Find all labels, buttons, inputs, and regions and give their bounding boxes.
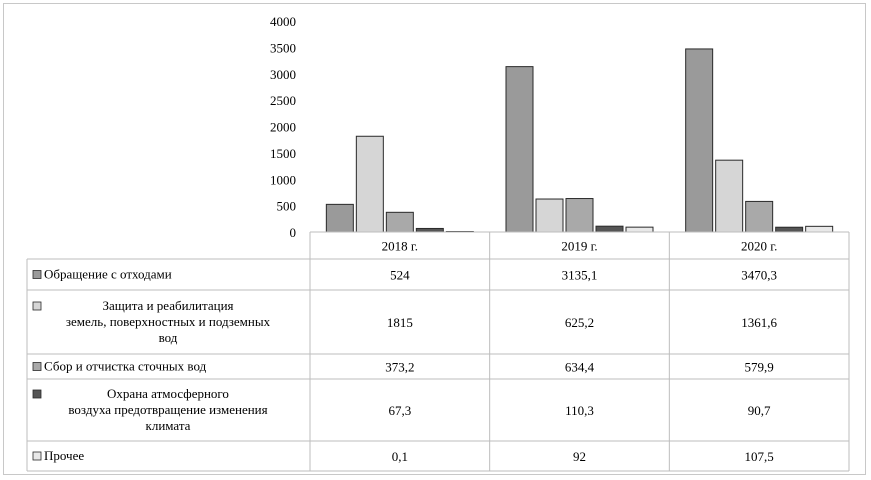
category-label: 2018 г. [382,239,418,254]
bar [325,203,354,233]
data-value-label: 3470,3 [741,268,777,283]
legend-label: Охрана атмосферного [107,386,229,401]
legend-key [32,301,42,311]
bar [685,48,714,233]
data-value-label: 373,2 [385,360,414,375]
data-value-label: 0,1 [392,449,408,464]
y-tick-label: 1000 [270,172,296,187]
bar [805,225,834,233]
legend-label: Обращение с отходами [44,267,172,282]
y-tick-label: 2500 [270,93,296,108]
data-value-label: 110,3 [565,403,594,418]
y-tick-label: 2000 [270,120,296,135]
data-value-label: 579,9 [745,360,774,375]
data-value-label: 90,7 [748,403,771,418]
y-tick-label: 1500 [270,146,296,161]
category-label: 2020 г. [741,239,777,254]
bar [595,225,624,233]
legend-key [32,389,42,399]
bar [715,159,744,233]
bar [565,198,594,233]
category-label: 2019 г. [561,239,597,254]
y-tick-label: 3000 [270,67,296,82]
y-tick-label: 3500 [270,40,296,55]
legend-label: земель, поверхностных и подземных [66,314,271,329]
bar [505,66,534,233]
data-value-label: 1815 [387,315,413,330]
y-tick-label: 4000 [270,14,296,29]
data-value-label: 92 [573,449,586,464]
legend-label: воздуха предотвращение изменения [68,402,267,417]
legend-key [32,270,42,279]
bar [625,226,654,233]
data-value-label: 634,4 [565,360,595,375]
bar [415,227,444,233]
y-tick-label: 0 [290,225,297,240]
bar [775,226,804,233]
data-value-label: 1361,6 [741,315,777,330]
data-value-label: 3135,1 [562,268,598,283]
legend-label: Сбор и отчистка сточных вод [44,359,207,374]
bar [385,211,414,233]
bar [355,135,384,233]
legend-key [32,362,42,371]
bar [745,200,774,233]
data-value-label: 524 [390,268,410,283]
y-tick-label: 500 [277,199,297,214]
legend-label: Защита и реабилитация [102,298,233,313]
legend-label: Прочее [44,448,84,463]
legend-key [32,451,42,461]
data-value-label: 67,3 [388,403,411,418]
data-value-label: 107,5 [745,449,774,464]
chart-frame [3,3,866,475]
legend-label: вод [159,330,178,345]
legend-label: климата [146,418,191,433]
data-value-label: 625,2 [565,315,594,330]
bar [535,198,564,233]
